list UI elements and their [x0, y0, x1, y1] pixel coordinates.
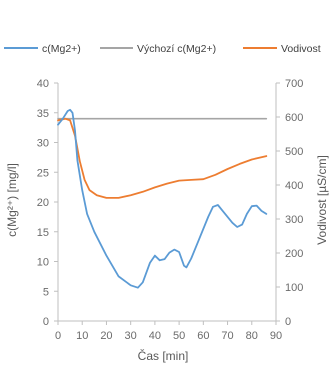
x-tick-label: 50 — [173, 330, 185, 342]
y-left-tick-label: 25 — [37, 167, 49, 179]
legend-label-conductivity: Vodivost — [281, 43, 321, 55]
series-line-mg — [57, 108, 268, 289]
y-axis-right-title: Vodivost [µS/cm] — [315, 155, 329, 245]
legend: c(Mg2+) Výchozí c(Mg2+) Vodivost — [4, 43, 321, 55]
legend-label-initial: Výchozí c(Mg2+) — [137, 43, 216, 55]
y-right-tick-label: 300 — [285, 214, 303, 226]
y-right-tick-label: 400 — [285, 180, 303, 192]
x-tick-label: 70 — [221, 330, 233, 342]
y-left-tick-label: 35 — [37, 108, 49, 120]
y-right-tick-label: 600 — [285, 112, 303, 124]
x-tick-label: 90 — [270, 330, 282, 342]
y-right-tick-label: 200 — [285, 248, 303, 260]
x-tick-label: 80 — [246, 330, 258, 342]
y-axis-right-ticks: 0 100 200 300 400 500 600 700 — [276, 78, 303, 328]
x-tick-label: 0 — [55, 330, 61, 342]
y-right-tick-label: 500 — [285, 146, 303, 158]
y-axis-left-ticks: 0 5 10 15 20 25 30 35 40 — [37, 78, 58, 328]
legend-label-mg: c(Mg2+) — [42, 43, 81, 55]
x-axis-ticks: 0 10 20 30 40 50 60 70 80 90 — [55, 321, 282, 342]
y-left-tick-label: 15 — [37, 227, 49, 239]
x-tick-label: 40 — [149, 330, 161, 342]
y-left-tick-label: 40 — [37, 78, 49, 90]
x-tick-label: 10 — [76, 330, 88, 342]
y-left-tick-label: 10 — [37, 257, 49, 269]
series-line-conductivity — [57, 117, 268, 199]
y-right-tick-label: 0 — [285, 316, 291, 328]
y-axis-left-title: c(Mg²⁺) [mg/l] — [5, 163, 19, 237]
y-right-tick-label: 700 — [285, 78, 303, 90]
y-right-tick-label: 100 — [285, 282, 303, 294]
x-tick-label: 30 — [125, 330, 137, 342]
series-layer — [57, 108, 268, 289]
y-left-tick-label: 30 — [37, 138, 49, 150]
y-left-tick-label: 5 — [43, 286, 49, 298]
x-tick-label: 60 — [197, 330, 209, 342]
y-left-tick-label: 0 — [43, 316, 49, 328]
x-axis-title: Čas [min] — [138, 348, 189, 363]
x-tick-label: 20 — [100, 330, 112, 342]
y-left-tick-label: 20 — [37, 197, 49, 209]
